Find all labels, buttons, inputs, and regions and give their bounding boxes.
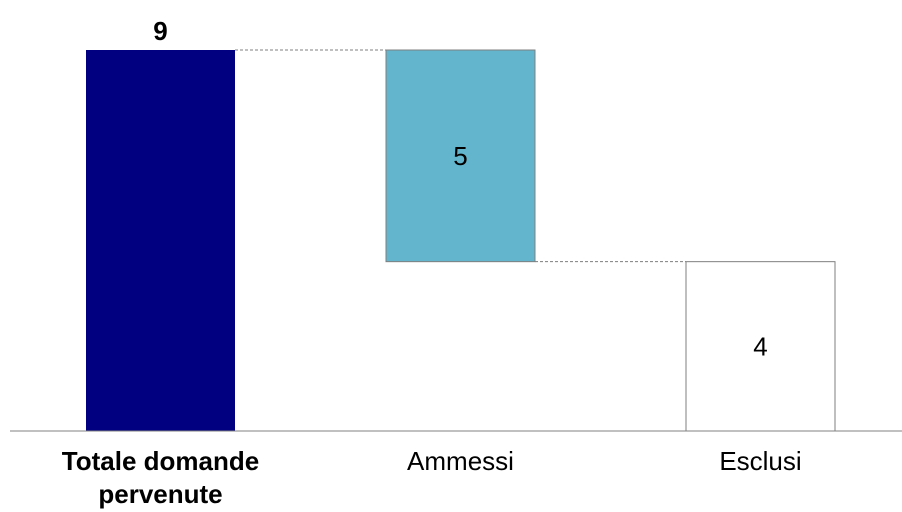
category-label-line: Ammessi <box>407 446 514 476</box>
category-label-line: pervenute <box>98 479 222 509</box>
connector-lines <box>235 49 686 263</box>
category-labels: Totale domande pervenute Ammessi Esclusi <box>62 446 802 509</box>
value-label-3: 4 <box>753 331 767 361</box>
bar-esclusi <box>685 261 836 432</box>
category-label-line: Esclusi <box>719 446 801 476</box>
category-label-3: Esclusi <box>719 446 801 476</box>
category-label-line: Totale domande <box>62 446 259 476</box>
value-labels: 9 5 4 <box>153 16 767 361</box>
category-label-2: Ammessi <box>407 446 514 476</box>
bars <box>86 49 836 432</box>
bar-ammessi <box>385 49 536 263</box>
value-label-1: 9 <box>153 16 167 46</box>
category-label-1: Totale domande pervenute <box>62 446 259 509</box>
value-label-2: 5 <box>453 141 467 171</box>
bar-totale-domande <box>86 50 235 431</box>
